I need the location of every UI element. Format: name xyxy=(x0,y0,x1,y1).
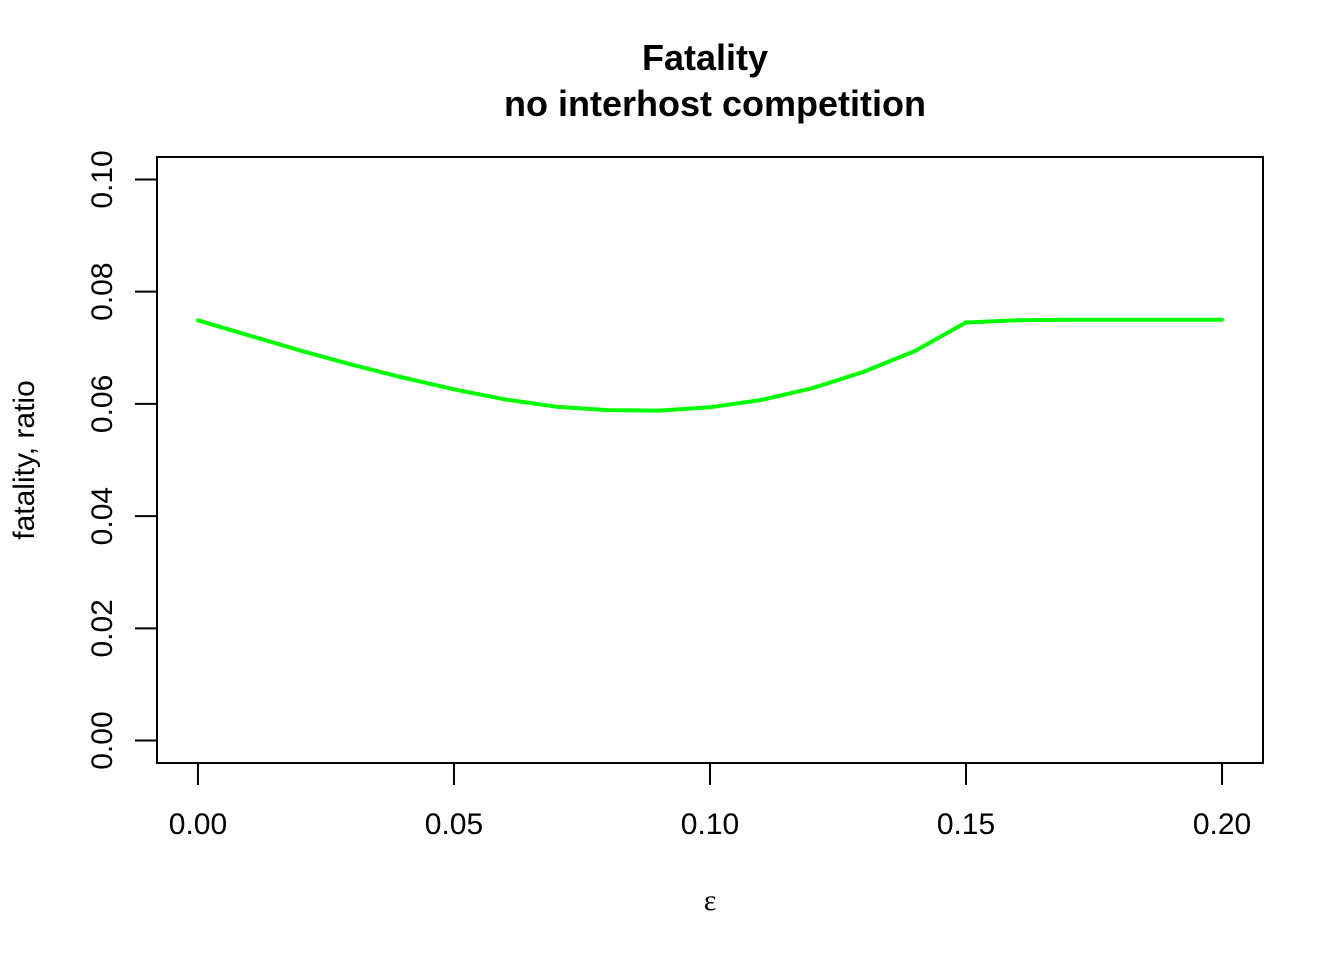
x-tick-label: 0.15 xyxy=(937,808,995,841)
plot-frame xyxy=(156,156,1264,764)
x-tick-label: 0.20 xyxy=(1193,808,1251,841)
y-tick-label: 0.06 xyxy=(86,375,119,433)
x-axis: 0.00 0.05 0.10 0.15 0.20 xyxy=(169,762,1251,841)
series-layer xyxy=(196,317,1224,413)
chart-subtitle: no interhost competition xyxy=(504,83,926,124)
y-tick-label: 0.00 xyxy=(86,711,119,769)
y-tick-label: 0.04 xyxy=(86,487,119,545)
y-axis: 0.00 0.02 0.04 0.06 0.08 0.10 xyxy=(86,150,158,770)
y-tick-label: 0.08 xyxy=(86,262,119,320)
x-axis-label: ε xyxy=(704,884,717,917)
x-tick-label: 0.00 xyxy=(169,808,227,841)
y-tick-label: 0.02 xyxy=(86,599,119,657)
y-tick-label: 0.10 xyxy=(86,150,119,208)
chart-title: Fatality xyxy=(642,37,768,78)
x-tick-label: 0.10 xyxy=(681,808,739,841)
x-tick-label: 0.05 xyxy=(425,808,483,841)
y-axis-label: fatality, ratio xyxy=(8,380,41,540)
series-line xyxy=(196,317,1224,413)
